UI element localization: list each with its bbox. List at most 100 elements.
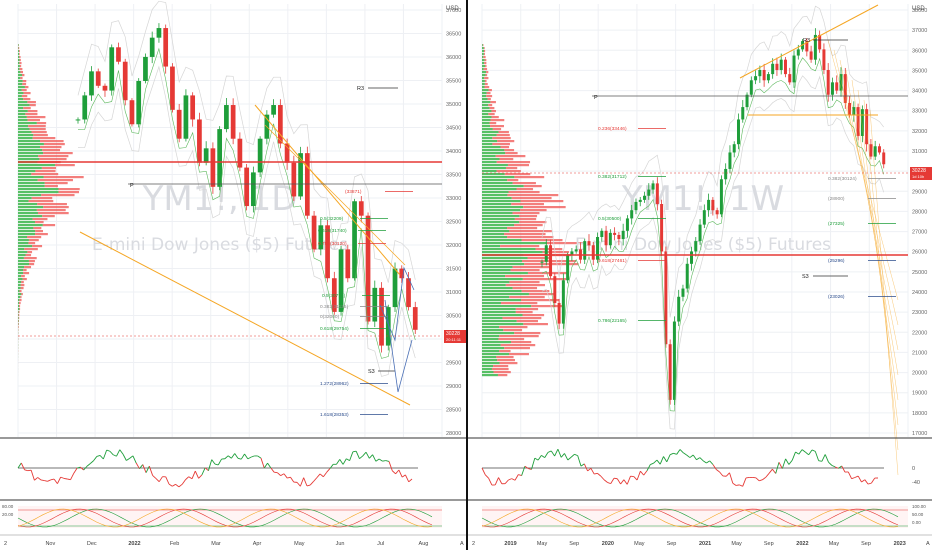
candle-body[interactable] [656, 183, 659, 204]
candle-body[interactable] [741, 107, 744, 119]
candle-body[interactable] [558, 303, 561, 324]
candle-body[interactable] [677, 297, 680, 322]
candle-body[interactable] [190, 95, 195, 119]
candle-body[interactable] [622, 231, 625, 239]
candle-body[interactable] [728, 152, 731, 168]
candle-body[interactable] [258, 139, 263, 173]
candle-body[interactable] [822, 49, 825, 70]
candle-body[interactable] [583, 241, 586, 260]
candle-body[interactable] [271, 105, 276, 115]
candle-body[interactable] [136, 81, 141, 124]
candle-body[interactable] [312, 216, 317, 250]
candle-body[interactable] [707, 200, 710, 210]
candle-body[interactable] [797, 49, 800, 55]
candle-body[interactable] [587, 241, 590, 245]
candle-body[interactable] [345, 249, 350, 278]
candle-body[interactable] [746, 95, 749, 107]
candle-body[interactable] [89, 71, 94, 95]
candle-body[interactable] [861, 109, 864, 136]
candle-body[interactable] [123, 62, 128, 100]
candle-body[interactable] [699, 225, 702, 241]
candle-body[interactable] [413, 307, 418, 330]
candle-body[interactable] [763, 70, 766, 80]
candle-body[interactable] [660, 204, 663, 251]
candle-body[interactable] [285, 144, 290, 163]
candle-body[interactable] [600, 231, 603, 237]
candle-body[interactable] [251, 172, 256, 206]
candle-body[interactable] [116, 47, 121, 61]
candle-body[interactable] [549, 245, 552, 276]
candle-body[interactable] [634, 202, 637, 210]
candle-body[interactable] [291, 163, 296, 197]
candle-body[interactable] [780, 60, 783, 70]
candle-body[interactable] [793, 56, 796, 83]
candle-body[interactable] [184, 95, 189, 138]
candle-body[interactable] [810, 51, 813, 59]
candle-body[interactable] [157, 28, 162, 38]
candle-body[interactable] [609, 233, 612, 245]
candle-body[interactable] [96, 71, 101, 85]
candle-body[interactable] [575, 249, 578, 251]
candle-body[interactable] [150, 38, 155, 57]
candle-body[interactable] [882, 152, 885, 164]
candle-body[interactable] [278, 105, 283, 143]
candle-body[interactable] [720, 179, 723, 214]
candle-body[interactable] [211, 148, 216, 186]
candle-body[interactable] [669, 344, 672, 400]
candle-body[interactable] [869, 144, 872, 156]
candle-body[interactable] [224, 105, 229, 129]
candle-body[interactable] [143, 57, 148, 81]
candle-body[interactable] [831, 82, 834, 94]
candle-body[interactable] [82, 95, 87, 119]
candle-body[interactable] [788, 74, 791, 82]
candle-body[interactable] [103, 86, 108, 91]
candle-body[interactable] [545, 245, 548, 261]
candle-body[interactable] [775, 64, 778, 70]
candle-body[interactable] [204, 148, 209, 162]
candle-body[interactable] [643, 196, 646, 200]
candle-body[interactable] [217, 129, 222, 187]
candle-body[interactable] [835, 82, 838, 90]
candle-body[interactable] [758, 70, 761, 76]
candle-body[interactable] [238, 139, 243, 168]
candle-body[interactable] [771, 64, 774, 74]
candle-body[interactable] [596, 237, 599, 260]
candle-body[interactable] [878, 146, 881, 152]
candle-body[interactable] [724, 169, 727, 179]
candle-body[interactable] [737, 119, 740, 144]
candle-body[interactable] [170, 67, 175, 110]
candle-body[interactable] [874, 146, 877, 156]
weekly-chart-svg[interactable]: 3800037000360003500034000330003200031000… [468, 0, 932, 550]
candle-body[interactable] [652, 183, 655, 189]
candle-body[interactable] [197, 119, 202, 162]
candle-body[interactable] [827, 70, 830, 95]
candle-body[interactable] [818, 35, 821, 49]
candle-body[interactable] [605, 231, 608, 245]
candle-body[interactable] [177, 110, 182, 139]
candle-body[interactable] [244, 168, 249, 206]
candle-body[interactable] [690, 251, 693, 263]
candle-body[interactable] [750, 80, 753, 94]
candle-body[interactable] [76, 119, 81, 120]
candle-body[interactable] [613, 233, 616, 235]
candle-body[interactable] [686, 264, 689, 289]
candle-body[interactable] [592, 245, 595, 259]
candle-body[interactable] [130, 100, 135, 124]
candle-body[interactable] [639, 200, 642, 202]
candle-body[interactable] [733, 144, 736, 152]
candle-body[interactable] [109, 47, 114, 90]
candle-body[interactable] [541, 262, 544, 263]
candle-body[interactable] [553, 276, 556, 303]
candle-body[interactable] [754, 76, 757, 80]
candle-body[interactable] [231, 105, 236, 139]
candle-body[interactable] [767, 74, 770, 80]
candle-body[interactable] [566, 256, 569, 281]
candle-body[interactable] [703, 210, 706, 224]
candle-body[interactable] [784, 60, 787, 74]
candle-body[interactable] [393, 269, 398, 307]
candle-body[interactable] [339, 249, 344, 312]
candle-body[interactable] [562, 280, 565, 323]
candle-body[interactable] [681, 289, 684, 297]
